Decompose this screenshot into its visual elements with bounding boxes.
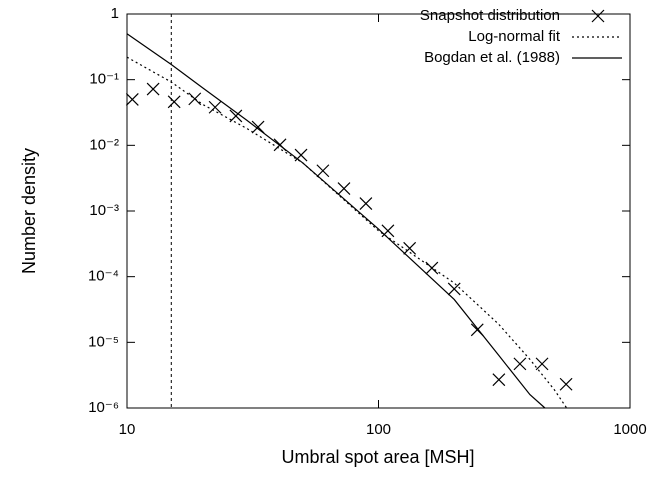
marker: [535, 357, 549, 371]
x-tick-label: 1000: [613, 421, 646, 438]
y-tick-label: 10⁻³: [89, 202, 119, 219]
marker: [294, 148, 308, 162]
x-axis-label: Umbral spot area [MSH]: [281, 447, 474, 467]
marker: [208, 100, 222, 114]
line: [126, 33, 546, 409]
line: [126, 56, 568, 409]
marker: [403, 241, 417, 255]
legend-marker: [591, 9, 605, 23]
marker: [316, 164, 330, 178]
marker: [337, 182, 351, 195]
plot-frame: [126, 13, 631, 409]
y-tick-label: 10⁻¹: [89, 71, 119, 88]
marker: [381, 224, 395, 238]
marker: [513, 357, 527, 371]
marker: [229, 109, 243, 123]
x-tick-label: 100: [366, 421, 391, 438]
marker: [146, 82, 160, 96]
marker: [559, 377, 573, 391]
y-tick-label: 10⁻⁴: [88, 268, 119, 285]
y-tick-label: 10⁻⁵: [88, 333, 119, 350]
marker: [492, 373, 506, 387]
marker: [251, 120, 265, 134]
marker: [425, 261, 439, 275]
marker: [188, 92, 202, 106]
y-tick-label: 1: [111, 5, 119, 22]
legend-label: Bogdan et al. (1988): [424, 49, 560, 66]
marker: [359, 197, 373, 210]
marker: [125, 93, 139, 106]
x-tick-label: 10: [119, 421, 136, 438]
marker: [447, 282, 461, 296]
y-tick-label: 10⁻²: [89, 136, 119, 153]
marker: [167, 95, 181, 109]
legend-label: Log-normal fit: [468, 28, 561, 45]
legend-label: Snapshot distribution: [420, 7, 560, 24]
y-axis-label: Number density: [19, 148, 39, 274]
y-tick-label: 10⁻⁶: [88, 399, 119, 416]
